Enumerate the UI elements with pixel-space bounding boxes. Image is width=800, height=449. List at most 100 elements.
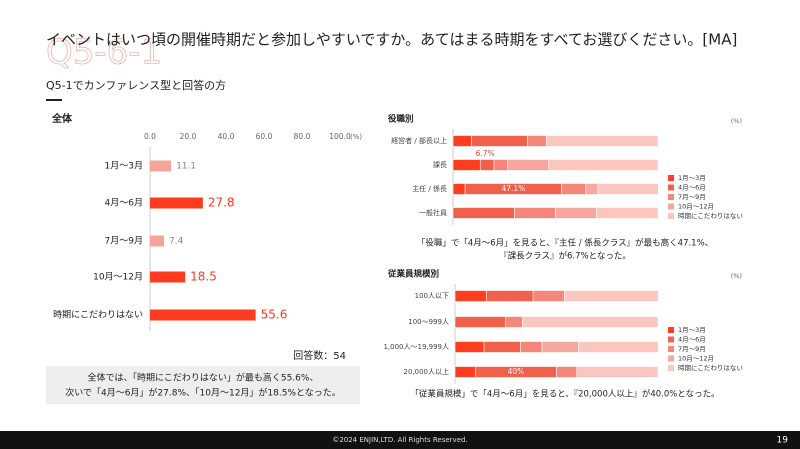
chart-title: 役職別 [387, 114, 414, 125]
category-label: 時期にこだわりはない [53, 310, 143, 321]
bar-segment [452, 159, 481, 171]
bar-segment [561, 183, 587, 195]
category-label: 課長 [433, 160, 447, 169]
page-number: 19 [777, 436, 789, 446]
legend-label: 1月〜3月 [678, 326, 706, 334]
bar-segment [527, 135, 547, 147]
bar-segment [520, 341, 543, 353]
bar-segment [454, 290, 487, 302]
bar-segment [541, 341, 579, 353]
bar-segment [483, 341, 521, 353]
bar [150, 160, 172, 172]
legend-label: 10月〜12月 [678, 203, 714, 211]
caption: 『課長クラス』が6.7%となった。 [499, 251, 631, 262]
category-label: 1月〜3月 [105, 161, 143, 172]
copyright: ©2024 ENJIN,LTD. All Rights Reserved. [332, 436, 467, 444]
bar-segment [576, 366, 659, 378]
legend-swatch [668, 203, 674, 210]
x-tick-label: 0.0 [144, 132, 156, 141]
bar-segment [479, 159, 495, 171]
bar-segment [452, 207, 515, 219]
bar-segment [545, 135, 659, 147]
value-label: 7.4 [169, 237, 184, 247]
respondents: 回答数：54 [293, 349, 346, 362]
bar-segment [452, 183, 466, 195]
caption: 「役職」で「4月〜6月」を見ると、『主任 / 係長クラス』が最も高く47.1%、 [417, 238, 713, 249]
x-tick-label: 100.0 [329, 132, 351, 141]
legend-swatch [668, 336, 674, 343]
summary-line: 次いで「4月〜6月」が27.8%、「10月〜12月」が18.5%となった。 [65, 387, 341, 399]
category-label: 100〜999人 [408, 318, 449, 326]
unit-label: (%) [731, 272, 742, 280]
legend-swatch [668, 327, 674, 333]
bar-segment [505, 316, 523, 328]
bar-segment [454, 341, 485, 353]
category-label: 経営者 / 部長以上 [391, 136, 447, 145]
bar-segment [471, 135, 528, 147]
slide-title: イベントはいつ頃の開催時期だと参加しやすいですか。あてはまる時期をすべてお選びく… [46, 31, 737, 49]
bar [150, 235, 165, 247]
bar-segment [555, 207, 597, 219]
bar-segment [452, 135, 472, 147]
legend-swatch [668, 213, 674, 219]
category-label: 1,000人〜19,999人 [383, 343, 449, 351]
legend-label: 時期にこだわりはない [678, 212, 743, 220]
bar-segment [585, 183, 599, 195]
category-label: 7月〜9月 [105, 236, 143, 247]
x-tick-label: 40.0 [218, 132, 235, 141]
bar-segment [454, 366, 476, 378]
bar-segment [507, 159, 550, 171]
x-tick-label: 80.0 [294, 132, 311, 141]
bar-segment [597, 183, 659, 195]
legend-swatch [668, 355, 674, 362]
legend-label: 7月〜9月 [678, 193, 706, 201]
value-label: 27.8 [208, 196, 235, 210]
value-label: 40% [508, 367, 525, 376]
legend-swatch [668, 175, 674, 181]
category-label: 主任 / 係長 [412, 184, 447, 193]
legend-swatch [668, 365, 674, 371]
category-label: 20,000人以上 [404, 367, 450, 376]
legend-label: 4月〜6月 [678, 336, 706, 344]
category-label: 100人以下 [415, 292, 449, 300]
bar-segment [564, 290, 659, 302]
value-label: 11.1 [176, 162, 196, 172]
summary-box [46, 366, 360, 404]
legend-label: 10月〜12月 [678, 355, 714, 363]
unit-label: (%) [731, 117, 742, 125]
legend-label: 1月〜3月 [678, 174, 706, 182]
chart-title: 全体 [51, 112, 73, 125]
bar-segment [532, 290, 565, 302]
legend-label: 時期にこだわりはない [678, 364, 743, 372]
value-label: 55.6 [261, 308, 288, 322]
bar-segment [548, 159, 659, 171]
legend-swatch [668, 184, 674, 191]
bar-segment [522, 316, 659, 328]
watermark: Q5-6-1 [46, 33, 162, 73]
x-tick-label: 20.0 [180, 132, 197, 141]
legend-label: 4月〜6月 [678, 184, 706, 192]
bar-segment [454, 316, 507, 328]
bar [150, 309, 256, 321]
legend-swatch [668, 346, 674, 352]
caption: 「従業員規模」で「4月〜6月」を見ると、『20,000人以上』が40.0%となっ… [410, 389, 719, 400]
subtitle-underline [46, 99, 62, 101]
bar-segment [514, 207, 556, 219]
bar-segment [556, 366, 578, 378]
subtitle: Q5-1でカンファレンス型と回答の方 [46, 78, 226, 92]
bar-segment [578, 341, 659, 353]
category-label: 10月〜12月 [93, 272, 143, 283]
bar-segment [596, 207, 659, 219]
bar-segment [485, 290, 534, 302]
category-label: 4月〜6月 [105, 198, 143, 209]
chart-title: 従業員規模別 [387, 269, 439, 280]
legend-swatch [668, 194, 674, 200]
value-label: 6.7% [476, 149, 495, 158]
value-label: 47.1% [501, 184, 525, 193]
summary-line: 全体では、「時期にこだわりはない」が最も高く55.6%、 [88, 372, 319, 384]
x-tick-label: 60.0 [256, 132, 273, 141]
footer [0, 431, 800, 449]
legend-label: 7月〜9月 [678, 345, 706, 353]
unit-label: (%) [350, 133, 362, 141]
